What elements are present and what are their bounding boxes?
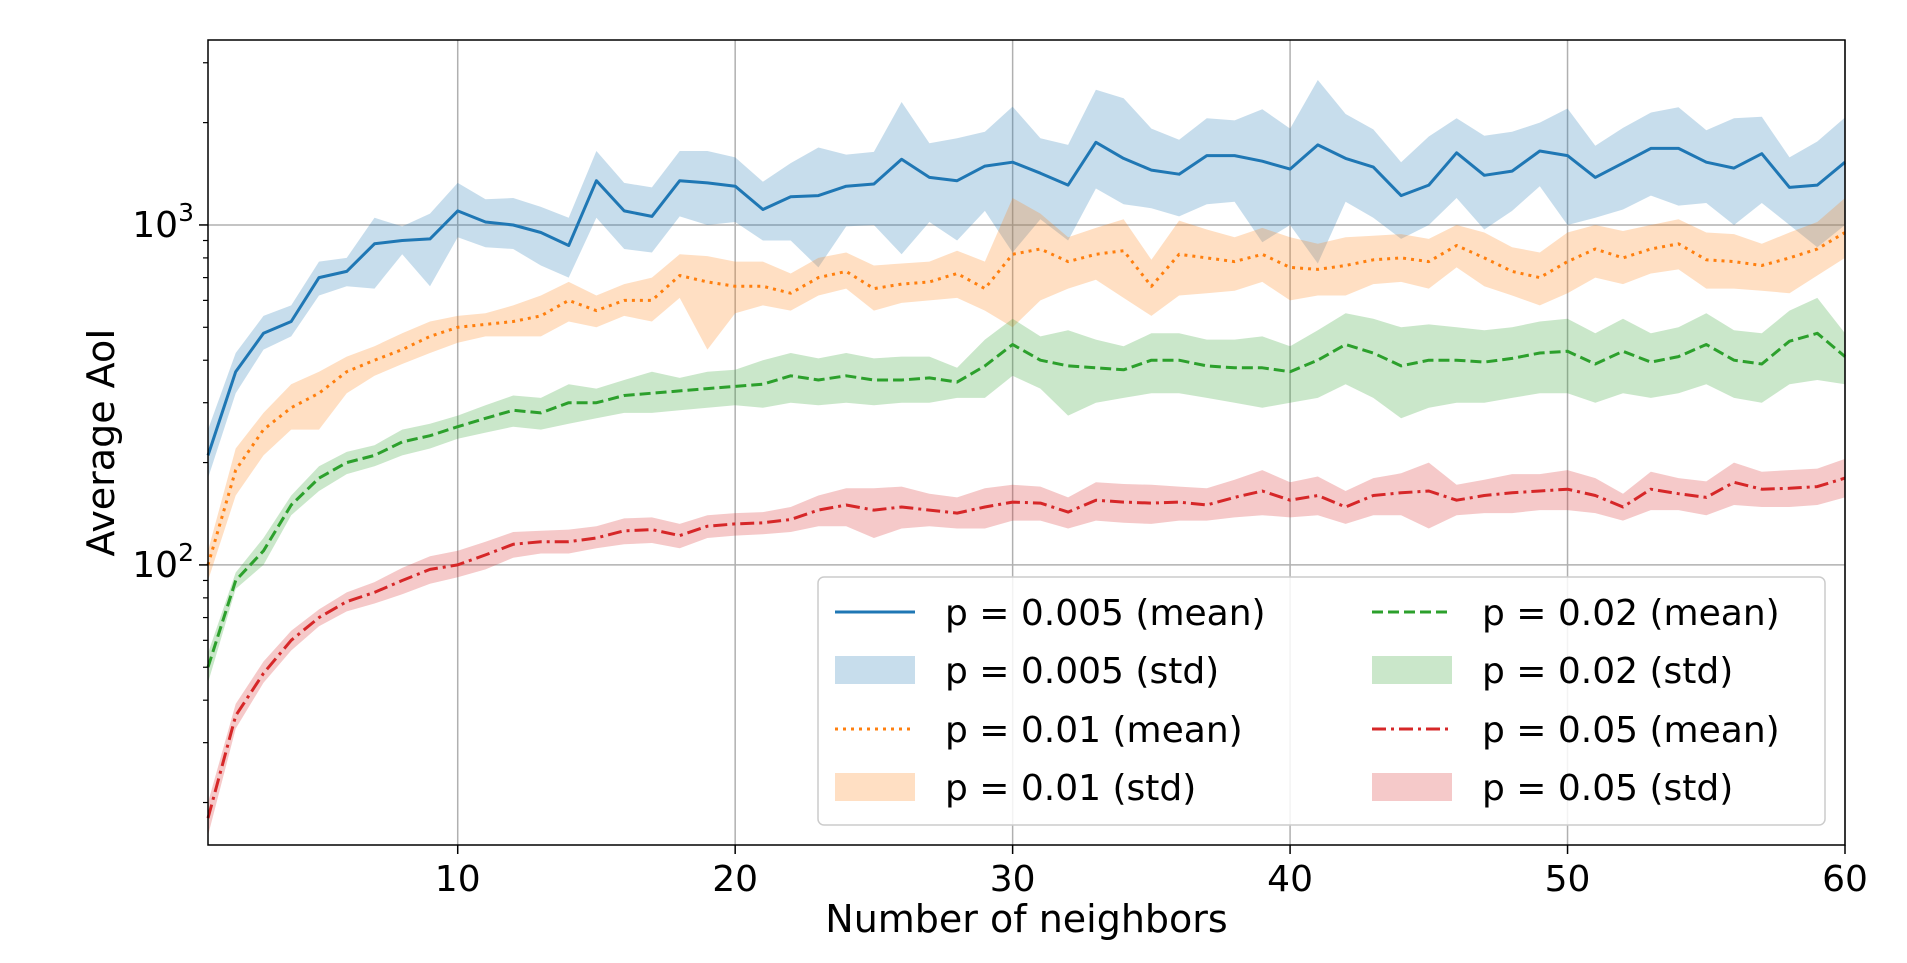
legend-band-marker	[1372, 656, 1452, 684]
legend-box	[817, 576, 1826, 826]
x-tick-label: 10	[435, 859, 481, 900]
std-band-series-1	[208, 80, 1845, 479]
legend-label: p = 0.01 (std)	[945, 768, 1196, 809]
legend-label: p = 0.01 (mean)	[945, 710, 1243, 751]
mean-lines	[206, 140, 1846, 819]
legend: p = 0.005 (mean) p = 0.005 (std) p = 0.01 …	[817, 576, 1826, 826]
std-band-series-3	[208, 297, 1845, 683]
y-tick-label: 103	[132, 198, 194, 246]
legend-label: p = 0.05 (mean)	[1482, 710, 1780, 751]
x-tick-label: 50	[1545, 859, 1591, 900]
mean-line-series-2	[206, 231, 1846, 566]
mean-line-series-3	[206, 331, 1846, 668]
std-band-series-2	[208, 198, 1845, 581]
legend-label: p = 0.05 (std)	[1482, 768, 1733, 809]
x-tick-label: 60	[1822, 859, 1868, 900]
legend-label: p = 0.02 (mean)	[1482, 593, 1780, 634]
legend-label: p = 0.02 (std)	[1482, 651, 1733, 692]
x-tick-label: 30	[990, 859, 1036, 900]
mean-line-series-4	[206, 476, 1846, 819]
legend-label: p = 0.005 (mean)	[945, 593, 1266, 634]
std-band-series-4	[208, 458, 1845, 836]
x-ticks: 10 20 30 40 50 60	[435, 845, 1868, 900]
legend-band-marker	[835, 773, 915, 801]
legend-label: p = 0.005 (std)	[945, 651, 1219, 692]
std-bands	[208, 80, 1845, 836]
y-axis-label: Average AoI	[79, 329, 123, 557]
x-tick-label: 40	[1267, 859, 1313, 900]
mean-line-series-1	[206, 140, 1846, 456]
legend-band-marker	[1372, 773, 1452, 801]
x-tick-label: 20	[712, 859, 758, 900]
plot-frame	[207, 39, 1846, 846]
x-axis-label: Number of neighbors	[825, 897, 1227, 941]
y-tick-label: 102	[132, 538, 194, 586]
y-ticks: 102 103	[132, 62, 208, 804]
legend-band-marker	[835, 656, 915, 684]
